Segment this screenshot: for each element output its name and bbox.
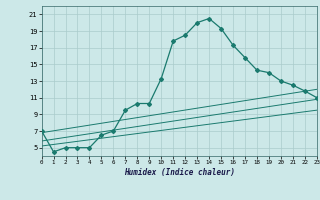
X-axis label: Humidex (Indice chaleur): Humidex (Indice chaleur): [124, 168, 235, 177]
